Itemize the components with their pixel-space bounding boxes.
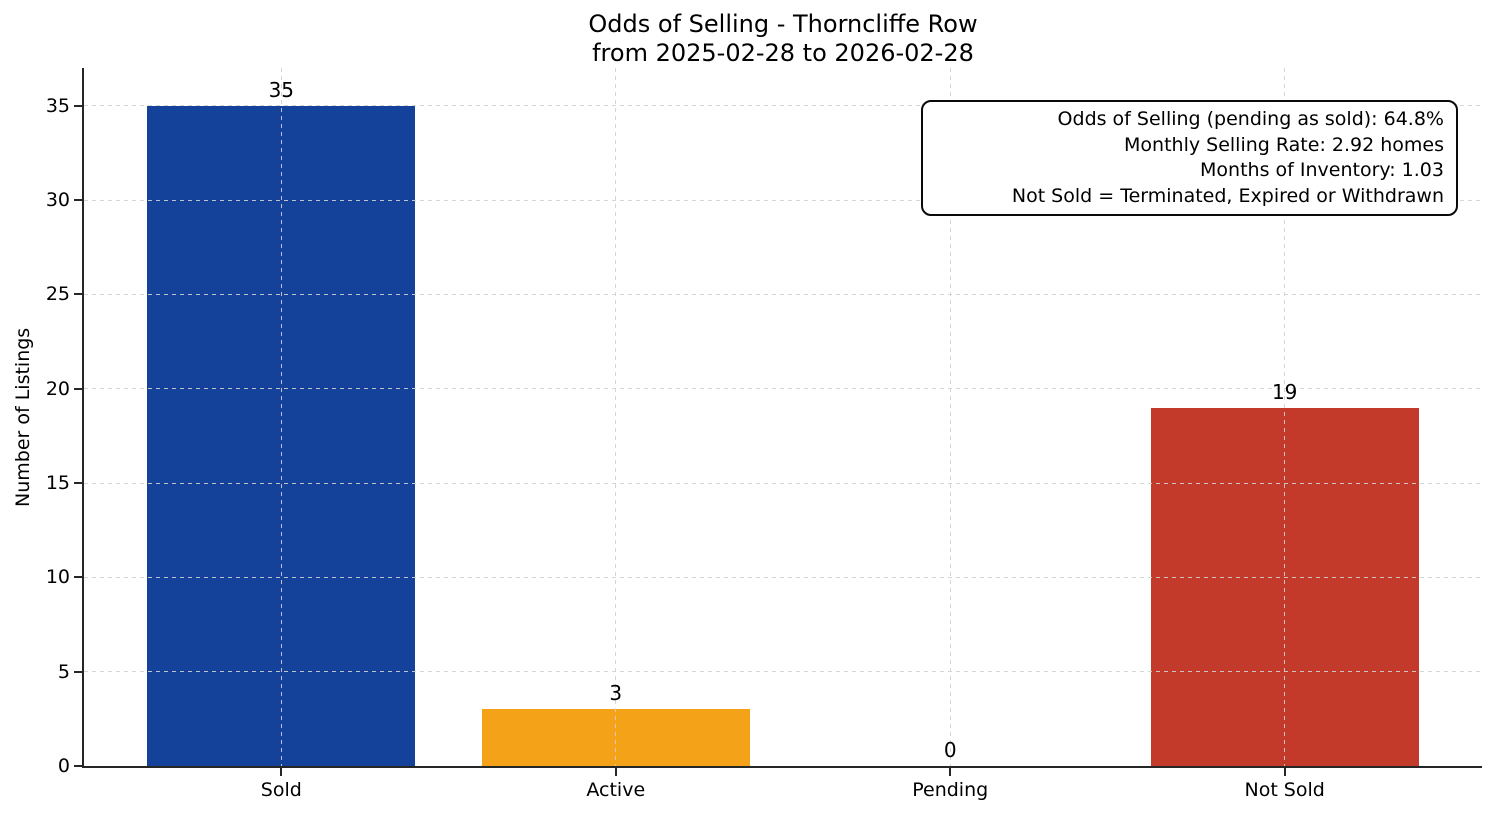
bar-value-label-active: 3 xyxy=(609,681,623,706)
y-axis-spine xyxy=(82,68,84,768)
y-tick-label: 20 xyxy=(45,377,70,400)
x-tick-label-sold: Sold xyxy=(260,779,302,801)
y-tick-mark xyxy=(74,670,82,673)
bar-value-label-not-sold: 19 xyxy=(1271,379,1298,404)
gridline-vertical xyxy=(615,68,617,766)
stats-odds-of-selling: Odds of Selling (pending as sold): 64.8% xyxy=(1057,108,1444,130)
y-tick-label: 30 xyxy=(45,189,70,212)
y-tick-mark xyxy=(74,199,82,202)
y-tick-label: 15 xyxy=(45,472,70,495)
gridline-vertical xyxy=(280,68,282,766)
bar-value-label-sold: 35 xyxy=(268,77,295,102)
gridline-horizontal xyxy=(84,199,1482,201)
gridline-horizontal xyxy=(84,105,1482,107)
x-tick-mark xyxy=(614,768,617,776)
stats-not-sold-definition: Not Sold = Terminated, Expired or Withdr… xyxy=(1011,184,1444,207)
bar-value-labels-layer: 35 3 0 19 xyxy=(84,68,1482,766)
chart-title: Odds of Selling - Thorncliffe Row from 2… xyxy=(84,10,1482,68)
x-tick-mark xyxy=(949,768,952,776)
y-tick-label: 0 xyxy=(57,755,70,777)
stats-monthly-selling-rate: Monthly Selling Rate: 2.92 homes xyxy=(1124,133,1444,156)
gridline-horizontal xyxy=(84,576,1482,578)
x-tick-label-pending: Pending xyxy=(912,779,989,801)
bar-value-label-pending: 0 xyxy=(943,738,957,762)
x-tick-label-active: Active xyxy=(586,779,646,801)
stats-months-of-inventory: Months of Inventory: 1.03 xyxy=(1200,159,1444,181)
y-tick-label: 10 xyxy=(45,566,70,589)
plot-area: 35 3 0 19 xyxy=(82,68,1482,768)
grid-layer xyxy=(84,68,1482,766)
gridline-horizontal xyxy=(84,388,1482,390)
y-tick-mark xyxy=(74,576,82,579)
y-tick-mark xyxy=(74,482,82,485)
gridline-vertical xyxy=(1284,68,1286,766)
x-tick-mark xyxy=(1283,768,1286,776)
gridline-vertical xyxy=(949,68,951,766)
y-tick-mark xyxy=(74,104,82,107)
gridline-horizontal xyxy=(84,293,1482,295)
gridline-horizontal xyxy=(84,671,1482,673)
y-tick-mark xyxy=(74,293,82,296)
x-tick-label-not-sold: Not Sold xyxy=(1244,779,1325,801)
gridline-horizontal xyxy=(84,482,1482,484)
stats-annotation-box: Odds of Selling (pending as sold): 64.8%… xyxy=(921,100,1458,216)
y-tick-mark xyxy=(74,387,82,390)
chart-title-main: Odds of Selling - Thorncliffe Row xyxy=(588,10,978,38)
y-tick-mark xyxy=(74,765,82,767)
y-tick-label: 5 xyxy=(57,660,70,683)
y-tick-label: 25 xyxy=(45,283,70,306)
chart-title-subtitle: from 2025-02-28 to 2026-02-28 xyxy=(592,39,974,67)
y-tick-label: 35 xyxy=(45,94,70,117)
x-axis-spine xyxy=(82,766,1482,768)
x-tick-mark xyxy=(280,768,283,776)
